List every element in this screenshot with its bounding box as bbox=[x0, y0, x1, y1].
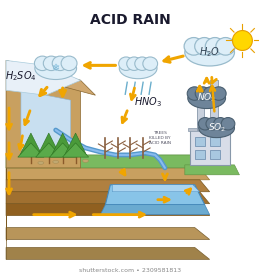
Polygon shape bbox=[50, 143, 76, 157]
Polygon shape bbox=[6, 180, 210, 192]
Text: shutterstock.com • 2309581813: shutterstock.com • 2309581813 bbox=[79, 268, 181, 273]
Polygon shape bbox=[38, 133, 60, 155]
Ellipse shape bbox=[203, 87, 218, 100]
Ellipse shape bbox=[216, 38, 235, 55]
Bar bbox=[195, 150, 205, 159]
Ellipse shape bbox=[34, 56, 50, 71]
Ellipse shape bbox=[206, 118, 220, 130]
Polygon shape bbox=[62, 143, 89, 157]
Ellipse shape bbox=[143, 57, 158, 71]
Polygon shape bbox=[185, 165, 239, 175]
Ellipse shape bbox=[119, 58, 157, 79]
Text: $NO_2$: $NO_2$ bbox=[197, 92, 216, 104]
Text: TREES
KILLED BY
ACID RAIN: TREES KILLED BY ACID RAIN bbox=[149, 131, 171, 145]
Ellipse shape bbox=[211, 87, 226, 100]
Polygon shape bbox=[6, 155, 210, 168]
Bar bbox=[195, 137, 205, 146]
Ellipse shape bbox=[195, 38, 214, 55]
Text: $SO_2$: $SO_2$ bbox=[207, 122, 226, 134]
Ellipse shape bbox=[205, 38, 225, 55]
Polygon shape bbox=[197, 95, 204, 130]
Polygon shape bbox=[6, 60, 95, 95]
Ellipse shape bbox=[185, 39, 235, 66]
Ellipse shape bbox=[119, 57, 133, 71]
Polygon shape bbox=[6, 228, 210, 239]
Polygon shape bbox=[36, 143, 62, 157]
Polygon shape bbox=[6, 60, 81, 168]
Polygon shape bbox=[65, 133, 87, 155]
Ellipse shape bbox=[38, 161, 44, 164]
Ellipse shape bbox=[61, 56, 77, 71]
Ellipse shape bbox=[43, 56, 59, 71]
Polygon shape bbox=[105, 185, 205, 205]
Ellipse shape bbox=[135, 57, 150, 71]
Text: ACID RAIN: ACID RAIN bbox=[90, 13, 171, 27]
Ellipse shape bbox=[188, 88, 225, 109]
Ellipse shape bbox=[53, 160, 59, 164]
Ellipse shape bbox=[187, 87, 202, 100]
Ellipse shape bbox=[35, 57, 77, 80]
Polygon shape bbox=[6, 60, 81, 95]
Polygon shape bbox=[188, 128, 231, 131]
Polygon shape bbox=[21, 90, 71, 150]
Polygon shape bbox=[20, 133, 42, 155]
Polygon shape bbox=[210, 80, 218, 130]
Ellipse shape bbox=[127, 57, 141, 71]
Polygon shape bbox=[6, 192, 210, 204]
Polygon shape bbox=[190, 130, 230, 165]
Bar bbox=[210, 150, 220, 159]
Polygon shape bbox=[6, 168, 210, 180]
Circle shape bbox=[232, 31, 252, 50]
Ellipse shape bbox=[52, 56, 68, 71]
Ellipse shape bbox=[221, 118, 235, 130]
Ellipse shape bbox=[214, 118, 227, 130]
Polygon shape bbox=[52, 133, 74, 155]
Ellipse shape bbox=[82, 159, 88, 162]
Polygon shape bbox=[112, 185, 200, 192]
Polygon shape bbox=[100, 205, 210, 215]
Ellipse shape bbox=[199, 118, 235, 137]
Polygon shape bbox=[6, 248, 210, 259]
Text: ❄: ❄ bbox=[52, 63, 60, 73]
Ellipse shape bbox=[184, 38, 203, 55]
Text: $H_2O$: $H_2O$ bbox=[199, 46, 220, 59]
Ellipse shape bbox=[195, 87, 210, 100]
Text: $H_2SO_4$: $H_2SO_4$ bbox=[5, 69, 37, 83]
Text: $HNO_3$: $HNO_3$ bbox=[134, 95, 162, 109]
Bar bbox=[210, 137, 220, 146]
Polygon shape bbox=[18, 143, 44, 157]
Ellipse shape bbox=[198, 118, 212, 130]
Polygon shape bbox=[6, 204, 210, 216]
